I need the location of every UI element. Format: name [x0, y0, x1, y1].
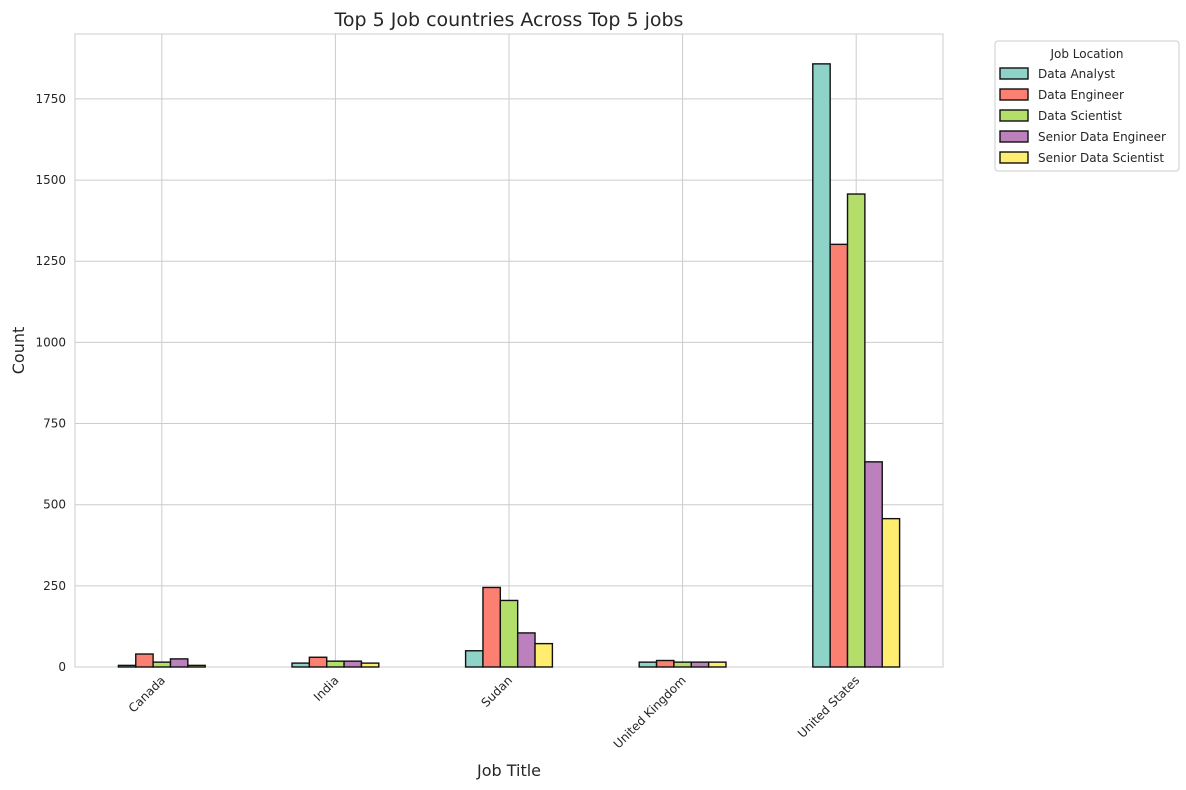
- bar: [690, 661, 710, 668]
- bar: [673, 661, 692, 668]
- bar: [707, 661, 727, 668]
- legend-label: Data Analyst: [1038, 67, 1115, 81]
- bar: [864, 461, 883, 668]
- y-tick-label: 750: [43, 417, 66, 431]
- bar: [187, 664, 206, 668]
- bar: [534, 642, 554, 668]
- bar: [829, 243, 849, 668]
- bar: [638, 661, 658, 668]
- legend-title: Job Location: [1049, 47, 1123, 61]
- legend-swatch: [999, 151, 1029, 164]
- bar: [464, 650, 484, 668]
- legend-swatch: [999, 130, 1029, 143]
- bar: [135, 653, 154, 668]
- legend-items: Data Analyst Data Engineer Data Scientist S…: [999, 67, 1166, 165]
- bar: [881, 517, 901, 668]
- y-tick-labels: 0 250 500 750 1000 1250 1500 1750: [35, 92, 66, 674]
- legend-label: Data Engineer: [1038, 88, 1124, 102]
- legend-swatch: [999, 88, 1029, 101]
- bars: [117, 63, 901, 668]
- bar: [117, 664, 137, 668]
- y-tick-label: 500: [43, 498, 66, 512]
- x-axis-label: Job Title: [476, 761, 541, 780]
- x-tick-label: United Kingdom: [611, 673, 689, 751]
- x-tick-labels: Canada India Sudan United Kingdom United Sta…: [126, 673, 863, 751]
- legend-label: Data Scientist: [1038, 109, 1122, 123]
- bar: [812, 63, 831, 668]
- bar: [169, 658, 189, 668]
- bar: [482, 586, 502, 668]
- legend-box: [994, 40, 1180, 172]
- y-tick-label: 1500: [35, 173, 66, 187]
- bar: [343, 660, 363, 668]
- bar: [655, 659, 675, 668]
- y-tick-label: 0: [58, 660, 66, 674]
- legend-label: Senior Data Scientist: [1038, 151, 1164, 165]
- y-axis-label: Count: [9, 327, 28, 375]
- chart-title: Top 5 Job countries Across Top 5 jobs: [334, 9, 684, 31]
- bar: [360, 662, 380, 668]
- bar: [516, 632, 536, 668]
- x-tick-label: United States: [795, 673, 862, 740]
- bar: [308, 656, 328, 668]
- bar: [499, 599, 519, 668]
- legend-swatch: [999, 109, 1029, 122]
- bar: [291, 662, 311, 668]
- x-tick-label: Sudan: [478, 673, 515, 710]
- y-tick-label: 1750: [35, 92, 66, 106]
- y-tick-label: 1000: [35, 335, 66, 349]
- bar: [326, 660, 345, 668]
- y-tick-label: 250: [43, 579, 66, 593]
- legend-swatch: [999, 67, 1029, 80]
- bar: [152, 661, 172, 668]
- legend-label: Senior Data Engineer: [1038, 130, 1166, 144]
- x-tick-label: Canada: [126, 673, 168, 715]
- x-tick-label: India: [311, 673, 342, 704]
- bar: [846, 193, 866, 668]
- y-tick-label: 1250: [35, 254, 66, 268]
